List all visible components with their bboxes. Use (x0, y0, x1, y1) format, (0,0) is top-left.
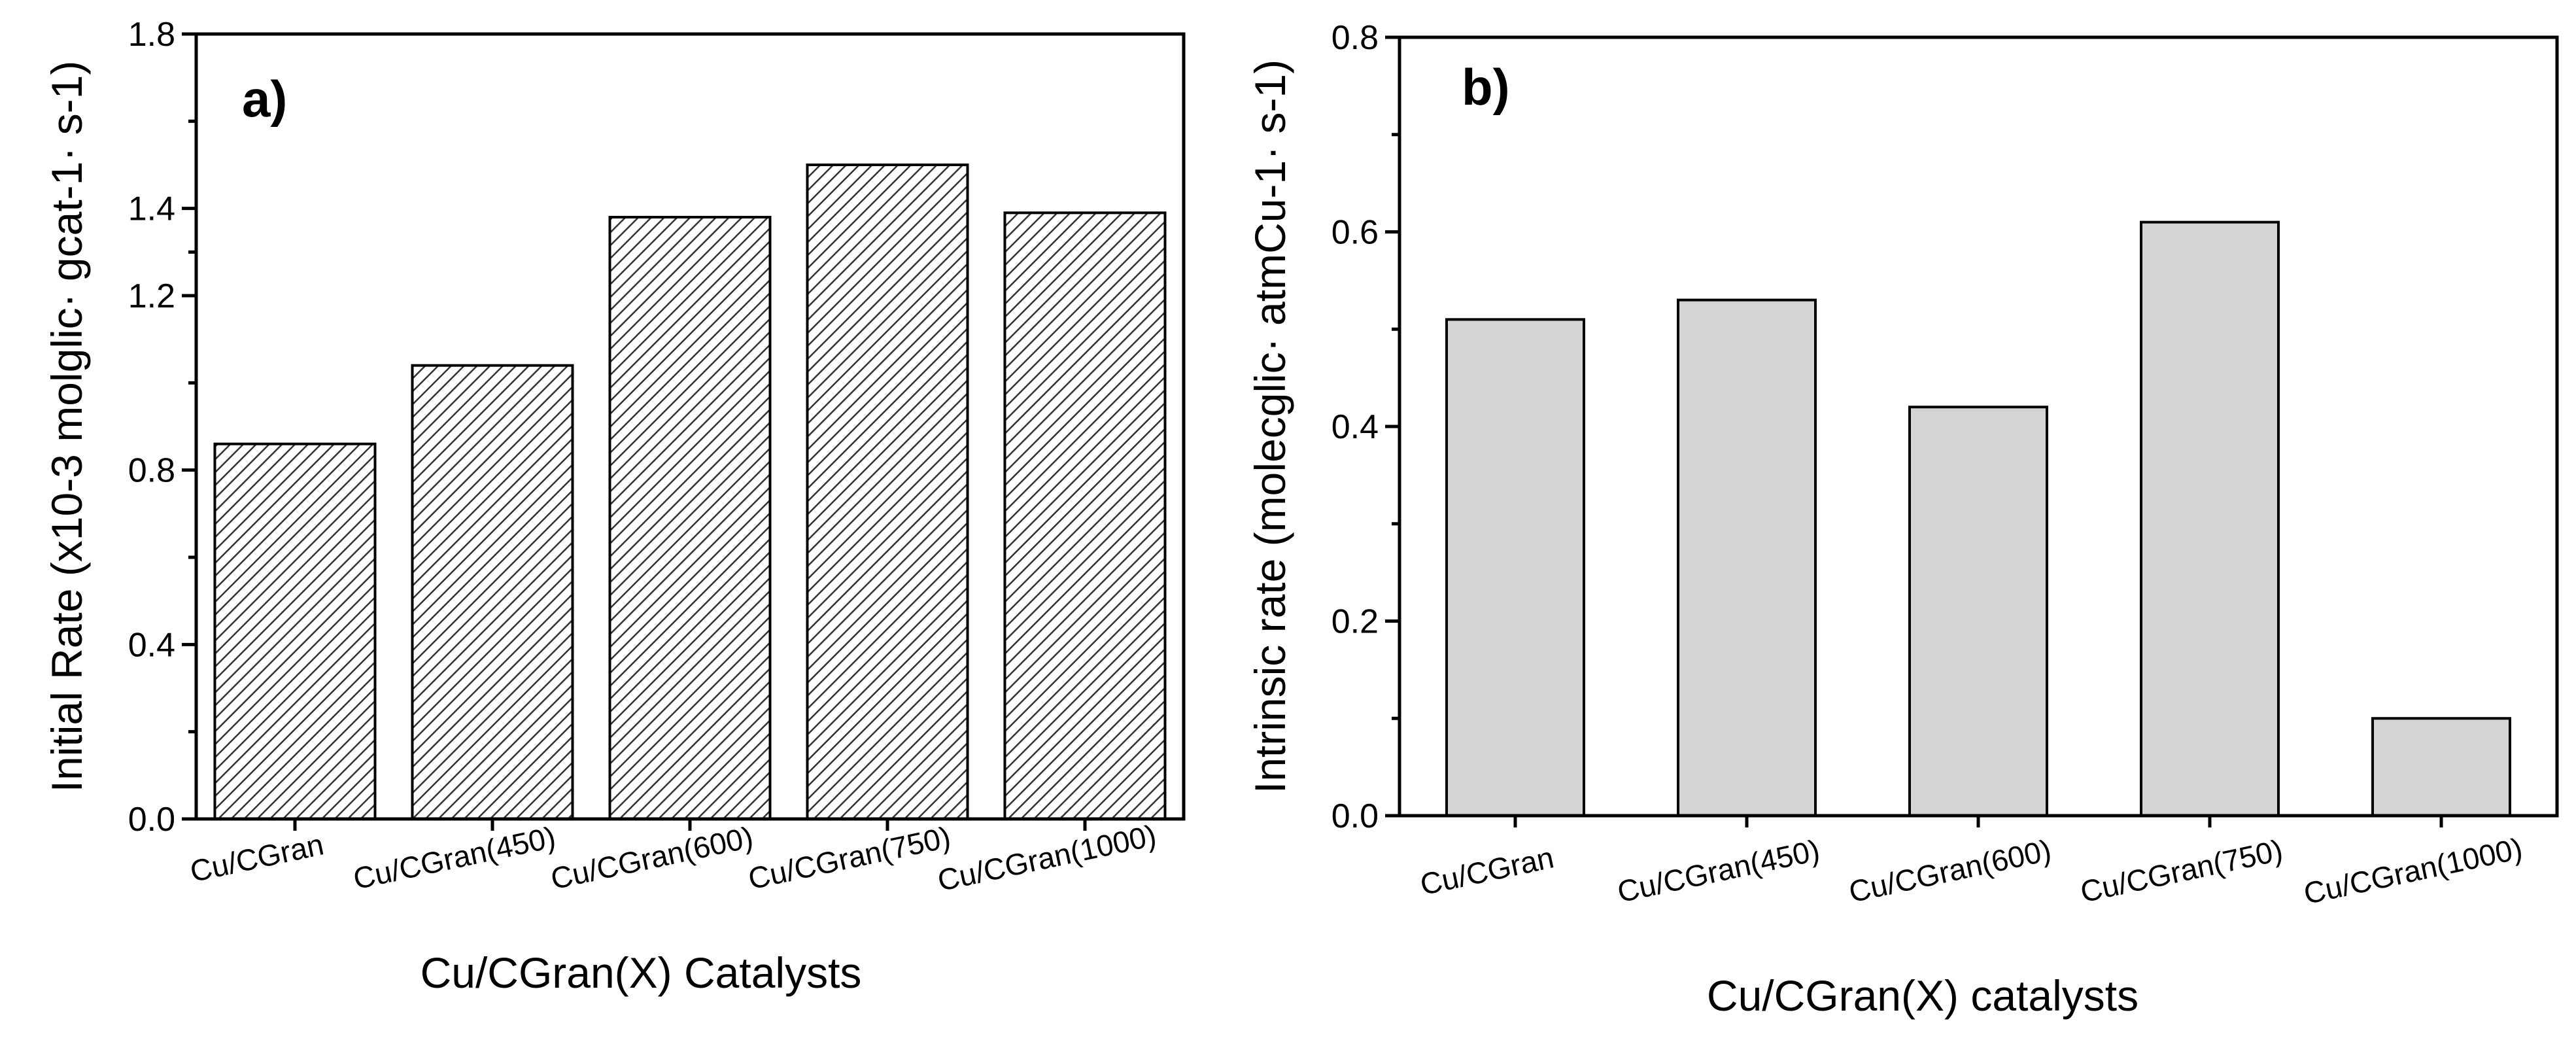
chart-a-y-ticks: 0.0 0.4 0.8 1.2 1.4 1.8 (128, 16, 196, 839)
chart-a-bar (1003, 211, 1167, 821)
chart-a-y-tick-label: 0.4 (128, 626, 175, 664)
chart-b-bar (1445, 318, 1585, 817)
chart-a-x-ticks: Cu/CGran Cu/CGran(450)Cu/CGran(600)Cu/CGr… (187, 818, 1159, 898)
chart-a-y-tick-label: 1.2 (128, 277, 175, 315)
chart-a: 0.0 0.4 0.8 1.2 1.4 1.8 Cu/CGran Cu/CGran(450)… (43, 16, 1186, 997)
chart-b-bar (2140, 220, 2280, 817)
chart-b-x-ticks: Cu/CGran Cu/CGran(450) Cu/CGran(600) Cu/CGr… (1417, 816, 2525, 911)
chart-b-category-label: Cu/CGran (1417, 840, 1556, 901)
chart-a-category-label: Cu/CGran(750) (745, 820, 953, 895)
chart-a-category-label: Cu/CGran(600) (547, 820, 755, 895)
chart-b: 0.00.20.40.60.8 Cu/CGran Cu/CGran(450) Cu/… (1246, 19, 2559, 1020)
chart-b-category-label: Cu/CGran(1000) (2301, 831, 2525, 911)
chart-b-bar (2371, 717, 2511, 817)
chart-b-y-tick-label: 0.4 (1331, 408, 1379, 446)
chart-b-category-label: Cu/CGran(600) (1846, 833, 2053, 909)
chart-b-panel-label: b) (1462, 58, 1510, 116)
chart-b-x-axis-title: Cu/CGran(X) catalysts (1707, 971, 2138, 1020)
chart-a-bars (213, 164, 1167, 821)
chart-b-y-ticks: 0.0 0.2 0.4 0.6 0.8 (1331, 19, 1400, 835)
chart-b-bar (1677, 298, 1817, 817)
chart-b-y-tick-label: 0.6 (1331, 214, 1379, 252)
chart-b-bar (1908, 406, 2048, 817)
chart-a-y-tick-label: 0.8 (128, 452, 175, 490)
chart-b-category-label: Cu/CGran(450) (1614, 833, 1822, 909)
chart-a-category-label: Cu/CGran(1000) (935, 818, 1159, 898)
chart-a-y-axis-title: Initial Rate (x10-3 molglic· gcat-1· s-1… (43, 61, 91, 793)
chart-a-x-axis-title: Cu/CGran(X) Catalysts (421, 948, 862, 997)
chart-a-y-tick-label: 0.0 (128, 801, 175, 839)
chart-b-bars (1445, 220, 2511, 817)
chart-a-category-label: Cu/CGran (187, 827, 326, 888)
chart-a-bar (213, 442, 377, 820)
chart-a-bar (411, 364, 574, 820)
chart-a-category-label: Cu/CGran(450) (350, 820, 558, 895)
chart-b-y-axis-title: Intrinsic rate (molecglic· atmCu-1· s-1) (1246, 60, 1294, 793)
chart-a-bar (806, 164, 969, 820)
chart-b-y-tick-label: 0.2 (1331, 603, 1379, 641)
chart-b-y-tick-label: 0.0 (1331, 797, 1379, 835)
chart-a-y-tick-label: 1.8 (128, 16, 175, 54)
chart-a-y-tick-label: 1.4 (128, 190, 175, 228)
chart-a-bar (608, 216, 772, 820)
chart-a-panel-label: a) (242, 70, 287, 128)
chart-b-category-label: Cu/CGran(750) (2077, 833, 2285, 909)
chart-b-y-tick-label: 0.8 (1331, 19, 1379, 57)
